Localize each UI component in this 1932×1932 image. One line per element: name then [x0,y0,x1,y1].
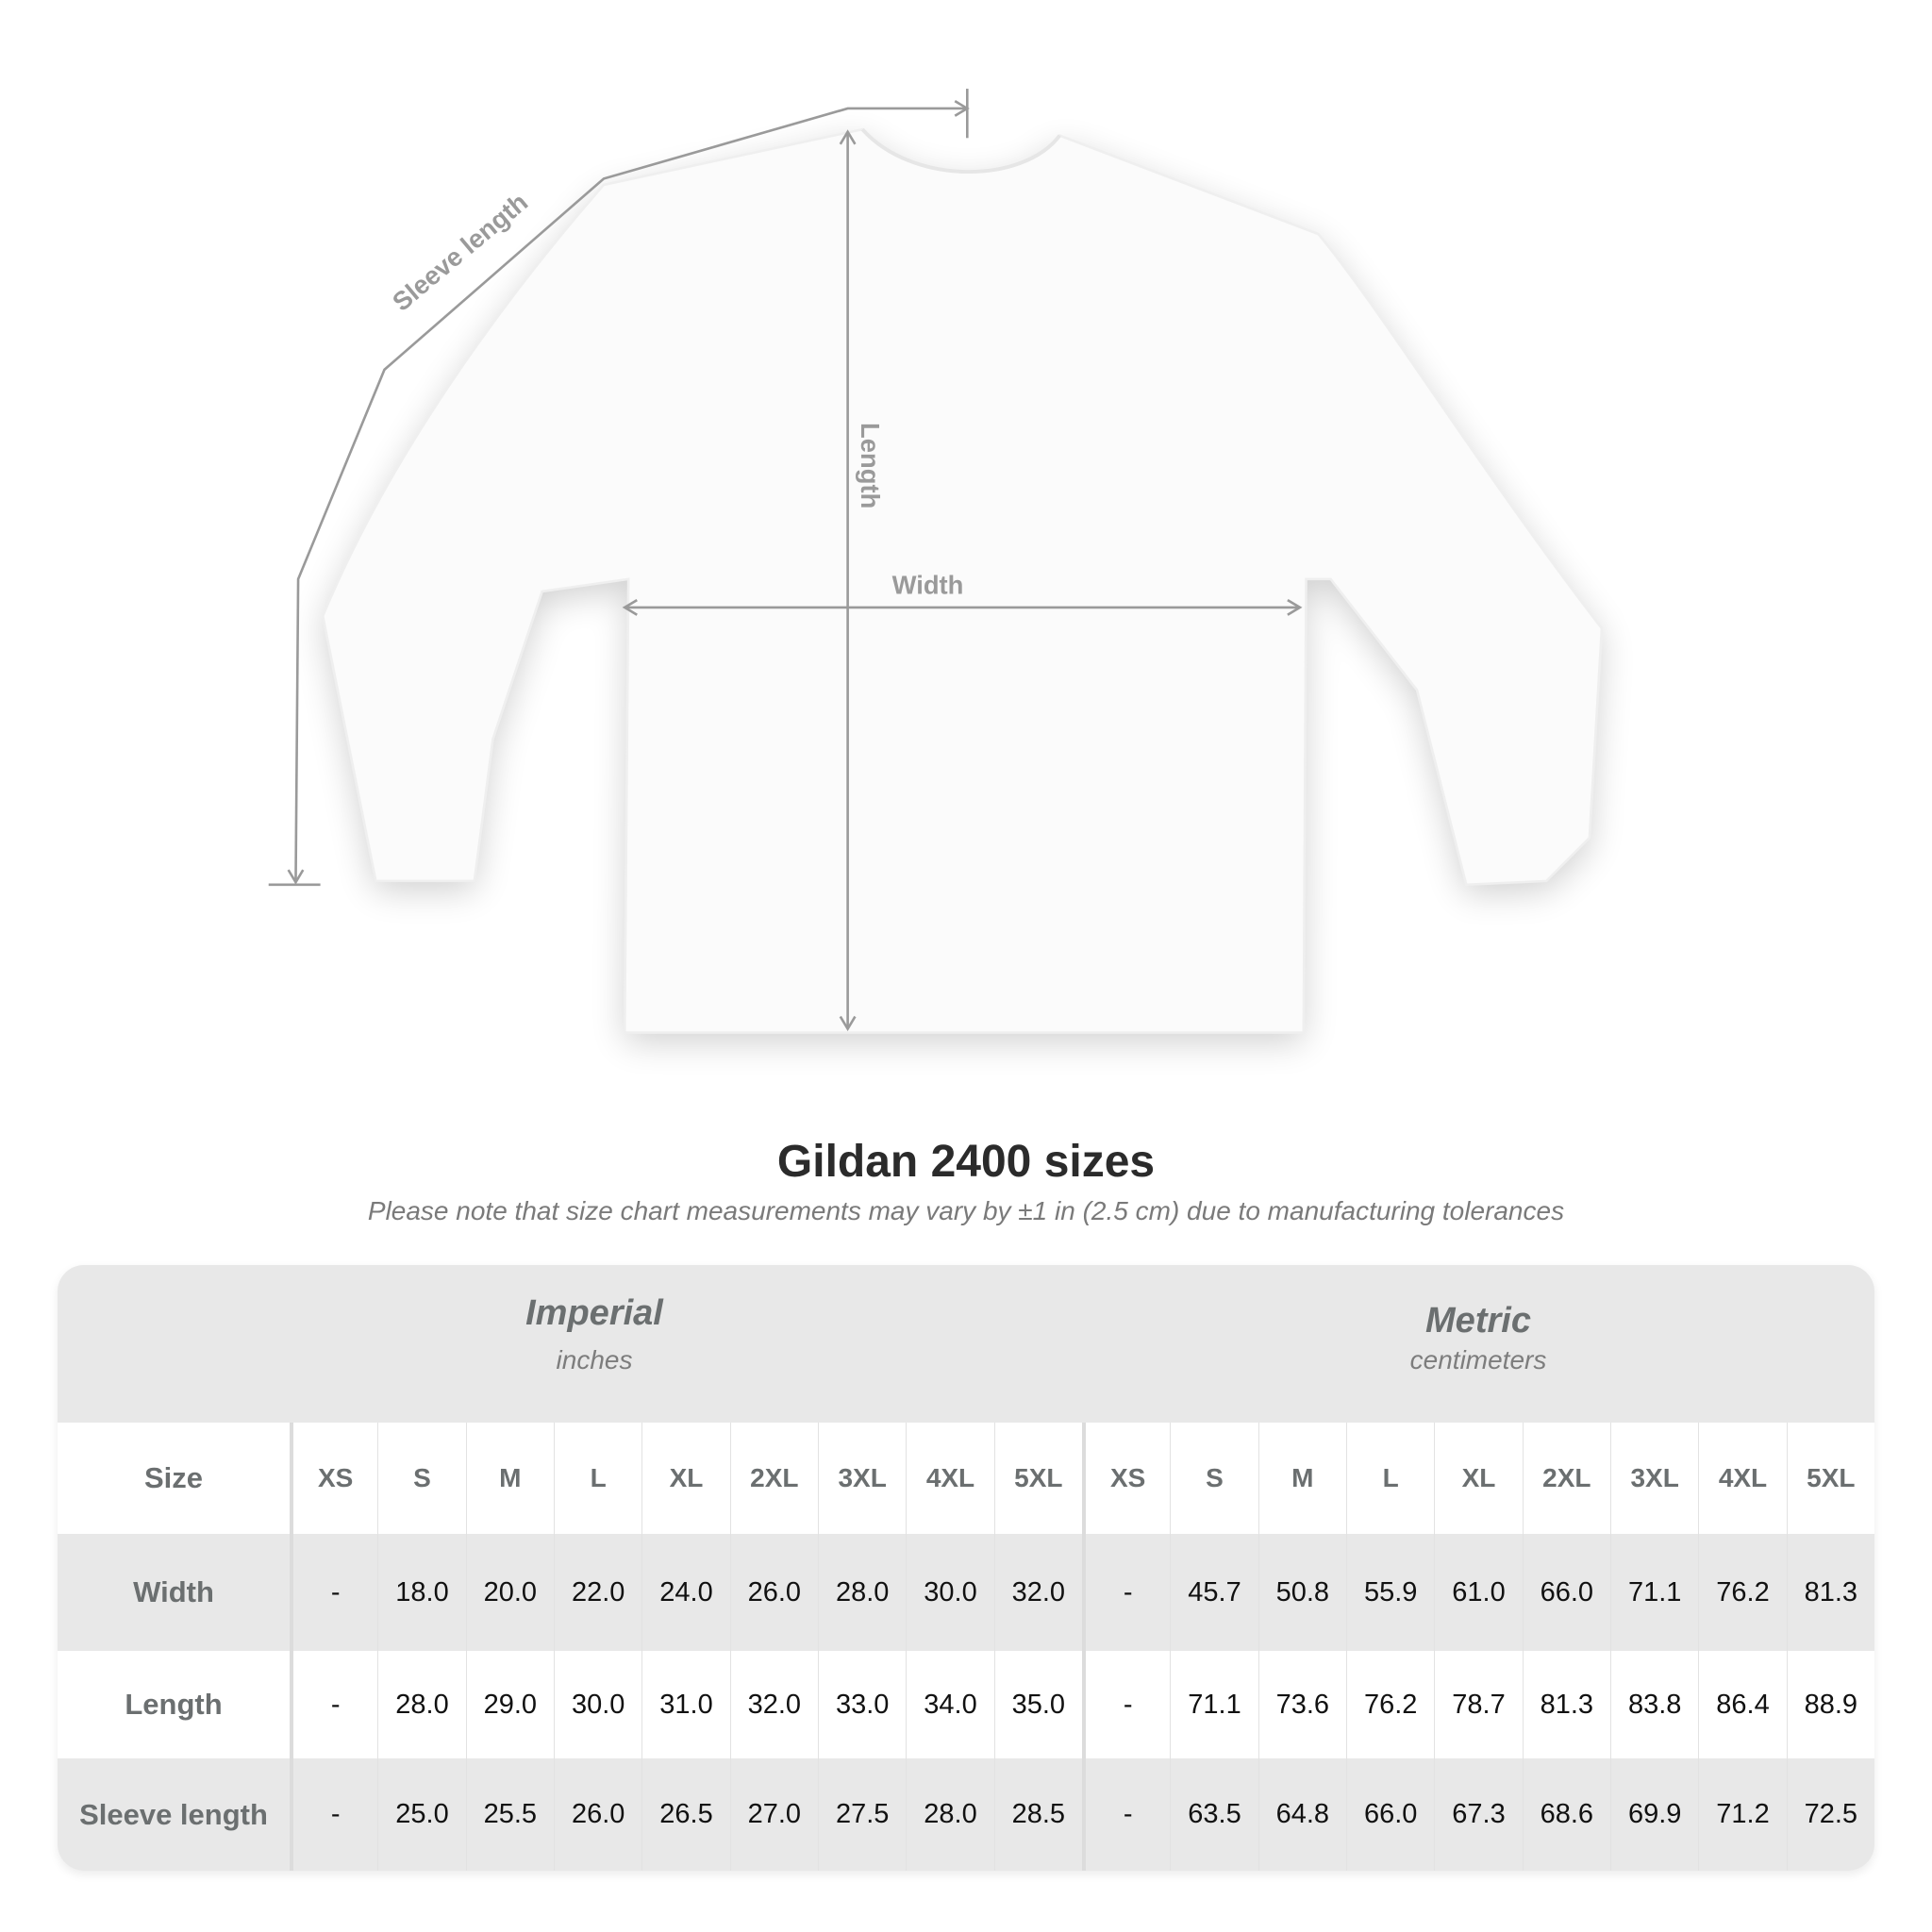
metric-value: 69.9 [1610,1758,1699,1871]
metric-value: 83.8 [1610,1651,1698,1758]
size-table: Imperial inches Metric centimeters Size X… [58,1265,1874,1871]
imperial-size-l: L [554,1423,641,1534]
imperial-value: - [290,1651,377,1758]
imperial-value: 31.0 [641,1651,729,1758]
imperial-size-s: S [377,1423,465,1534]
imperial-value: 28.5 [993,1758,1082,1871]
imperial-value: 28.0 [906,1758,994,1871]
long-sleeve-shirt [321,127,1604,1042]
metric-value: 76.2 [1698,1534,1787,1651]
metric-value: 81.3 [1522,1651,1610,1758]
metric-size-2xl: 2XL [1522,1423,1610,1534]
metric-value: 45.7 [1170,1534,1258,1651]
inches-label: inches [556,1345,633,1374]
row-label-width: Width [58,1534,290,1651]
imperial-size-4xl: 4XL [906,1423,993,1534]
imperial-value: 18.0 [377,1534,466,1651]
metric-value: - [1082,1534,1171,1651]
imperial-value: 26.0 [729,1534,818,1651]
imperial-value: 26.0 [554,1758,642,1871]
size-header: Size [143,1461,204,1494]
imperial-value: 34.0 [906,1651,993,1758]
metric-group-header: Metric centimeters [1082,1301,1874,1375]
imperial-size-xs: XS [290,1423,377,1534]
imperial-value: 30.0 [554,1651,641,1758]
imperial-size-xl: XL [641,1423,729,1534]
imperial-size-3xl: 3XL [818,1423,906,1534]
metric-value: 50.8 [1257,1534,1346,1651]
imperial-value: 25.0 [377,1758,466,1871]
imperial-size-m: M [465,1423,554,1534]
imperial-size-5xl: 5XL [993,1423,1082,1534]
metric-value: 88.9 [1786,1651,1874,1758]
sleeve-length-line [294,107,968,883]
metric-value: - [1082,1651,1170,1758]
imperial-value: 28.0 [377,1651,465,1758]
metric-size-3xl: 3XL [1610,1423,1698,1534]
metric-size-s: S [1170,1423,1257,1534]
imperial-size-2xl: 2XL [729,1423,818,1534]
imperial-value: - [290,1758,378,1871]
tolerance-note: Please note that size chart measurements… [367,1196,1565,1225]
measurement-lines [268,89,1303,1032]
imperial-value: 35.0 [993,1651,1082,1758]
metric-value: 61.0 [1434,1534,1523,1651]
imperial-value: 32.0 [993,1534,1082,1651]
length-label: Length [856,423,885,508]
imperial-value: 27.0 [729,1758,818,1871]
metric-size-xs: XS [1082,1423,1170,1534]
imperial-value: 32.0 [729,1651,818,1758]
row-label-length: Length [125,1688,223,1721]
metric-value: 68.6 [1522,1758,1610,1871]
imperial-value: - [290,1534,378,1651]
metric-value: 78.7 [1434,1651,1522,1758]
imperial-value: 30.0 [906,1534,994,1651]
metric-size-5xl: 5XL [1786,1423,1874,1534]
width-label: Width [892,571,964,600]
metric-value: 76.2 [1346,1651,1434,1758]
unit-header-band [58,1265,1874,1423]
metric-label: Metric [1425,1301,1531,1341]
imperial-value: 27.5 [818,1758,907,1871]
metric-value: 72.5 [1786,1758,1874,1871]
metric-size-l: L [1346,1423,1434,1534]
centimeters-label: centimeters [1409,1345,1547,1374]
metric-value: 66.0 [1346,1758,1435,1871]
metric-value: 63.5 [1170,1758,1258,1871]
imperial-value: 33.0 [818,1651,906,1758]
metric-value: 67.3 [1434,1758,1523,1871]
metric-value: - [1082,1758,1171,1871]
imperial-value: 22.0 [554,1534,642,1651]
metric-value: 66.0 [1522,1534,1610,1651]
metric-value: 86.4 [1698,1651,1786,1758]
metric-value: 81.3 [1786,1534,1874,1651]
imperial-group-header: Imperial inches [198,1293,991,1375]
metric-value: 71.2 [1698,1758,1787,1871]
metric-value: 55.9 [1346,1534,1435,1651]
metric-value: 64.8 [1257,1758,1346,1871]
imperial-value: 29.0 [465,1651,554,1758]
imperial-value: 20.0 [465,1534,554,1651]
imperial-value: 24.0 [641,1534,730,1651]
size-grid: Size XS S M L XL 2XL 3XL 4XL 5XL XS S M L XL 2XL 3XL 4XL 5… [58,1423,1874,1871]
metric-value: 73.6 [1257,1651,1346,1758]
metric-size-4xl: 4XL [1698,1423,1786,1534]
imperial-value: 28.0 [818,1534,907,1651]
imperial-label: Imperial [525,1293,663,1333]
page-title: Gildan 2400 sizes [776,1137,1156,1187]
imperial-value: 26.5 [641,1758,730,1871]
metric-size-xl: XL [1434,1423,1522,1534]
metric-value: 71.1 [1610,1534,1699,1651]
metric-value: 71.1 [1170,1651,1257,1758]
metric-size-m: M [1257,1423,1346,1534]
row-label-sleeve-length: Sleeve length [58,1758,290,1871]
imperial-value: 25.5 [465,1758,554,1871]
